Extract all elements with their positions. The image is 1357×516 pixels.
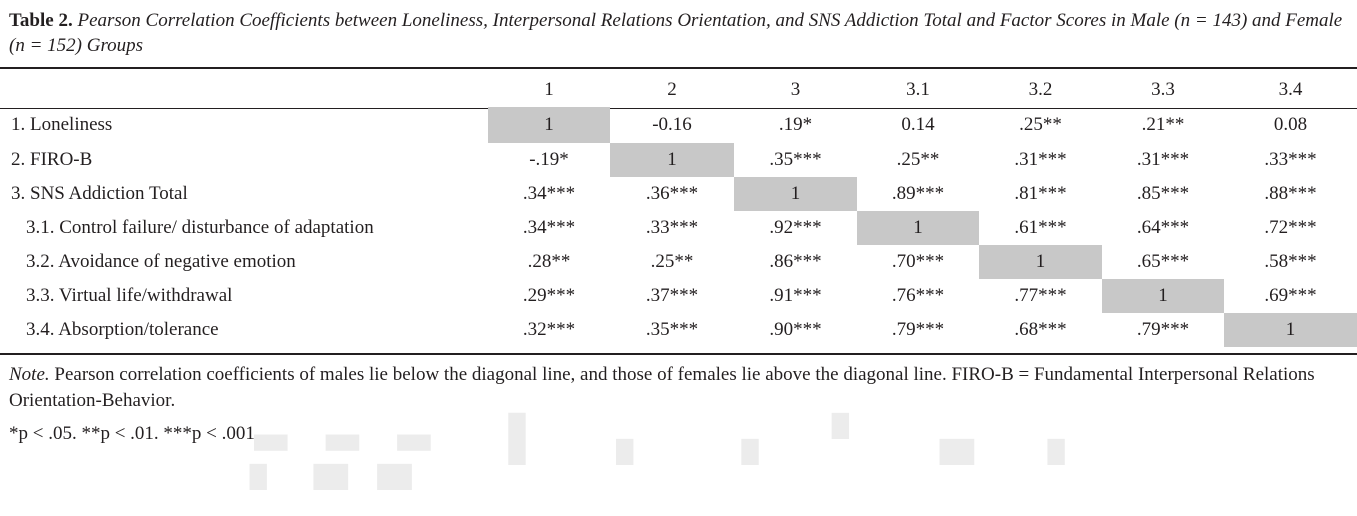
table-title: Pearson Correlation Coefficients between… — [9, 10, 1343, 56]
table-note: Note. Pearson correlation coefficients o… — [9, 362, 1349, 414]
top-rule — [0, 67, 1357, 69]
diagonal-cell: 1 — [488, 107, 610, 143]
correlation-cell: .33*** — [645, 217, 699, 238]
diagonal-cell: 1 — [1102, 279, 1224, 313]
diagonal-cell: 1 — [610, 143, 734, 177]
correlation-cell: .68*** — [1014, 319, 1067, 340]
row-label: 3.3. Virtual life/withdrawal — [26, 285, 233, 306]
correlation-cell: .88*** — [1264, 183, 1317, 204]
diagonal-cell: 1 — [857, 211, 979, 245]
correlation-cell: .31*** — [1136, 149, 1190, 170]
correlation-cell: .25** — [1019, 114, 1062, 135]
row-label: 3.4. Absorption/tolerance — [26, 319, 219, 340]
correlation-cell: 0.08 — [1273, 114, 1308, 135]
row-label: 3.1. Control failure/ disturbance of ada… — [26, 217, 374, 238]
correlation-cell: .81*** — [1014, 183, 1067, 204]
column-header: 3.2 — [1028, 78, 1053, 100]
row-label: 3.2. Avoidance of negative emotion — [26, 251, 296, 272]
correlation-cell: .33*** — [1264, 149, 1317, 170]
correlation-cell: .21** — [1141, 114, 1185, 135]
correlation-cell: .34*** — [522, 183, 576, 204]
correlation-cell: 0.14 — [901, 114, 935, 135]
correlation-cell: .92*** — [769, 217, 822, 238]
correlation-cell: .77*** — [1014, 285, 1067, 306]
column-header: 1 — [544, 78, 554, 100]
correlation-cell: -0.16 — [652, 114, 692, 135]
table-caption: Table 2. Pearson Correlation Coefficient… — [9, 8, 1349, 58]
bottom-rule — [0, 353, 1357, 355]
correlation-cell: .35*** — [645, 319, 699, 340]
correlation-cell: .70*** — [891, 251, 945, 272]
table-row: 3.4. Absorption/tolerance .32*** .35*** .90… — [0, 313, 1357, 347]
correlation-cell: .65*** — [1136, 251, 1190, 272]
diagonal-cell: 1 — [979, 245, 1102, 279]
column-header: 3.4 — [1278, 78, 1303, 100]
correlation-cell: .64*** — [1136, 217, 1190, 238]
header-rule — [0, 108, 1357, 109]
correlation-cell: .79*** — [1136, 319, 1190, 340]
table-label: Table 2. — [9, 10, 73, 31]
table-row: 3. SNS Addiction Total .34*** .36*** 1 .89**… — [0, 177, 1357, 211]
correlation-cell: .25** — [896, 149, 940, 170]
header-cell-blank — [0, 72, 488, 107]
table-row: 3.2. Avoidance of negative emotion .28**.… — [0, 245, 1357, 279]
correlation-cell: .85*** — [1136, 183, 1190, 204]
correlation-cell: .31*** — [1014, 149, 1067, 170]
column-header: 3.1 — [906, 78, 930, 100]
correlation-cell: .69*** — [1264, 285, 1317, 306]
correlation-cell: .25** — [650, 251, 694, 272]
table-row: 3.1. Control failure/ disturbance of ada… — [0, 211, 1357, 245]
correlation-cell: .86*** — [769, 251, 822, 272]
table-row: 2. FIRO-B -.19* 1 .35*** .25** .31*** .31*** .3… — [0, 143, 1357, 177]
correlation-cell: .37*** — [645, 285, 699, 306]
table-row: 1. Loneliness 1 -0.16 .19* 0.14 .25** .21** 0.0… — [0, 107, 1357, 143]
correlation-cell: .79*** — [891, 319, 945, 340]
correlation-cell: .36*** — [645, 183, 699, 204]
row-label: 1. Loneliness — [11, 114, 113, 135]
column-header: 3.3 — [1151, 78, 1175, 100]
correlation-cell: .58*** — [1264, 251, 1317, 272]
correlation-cell: -.19* — [529, 149, 569, 170]
correlation-cell: .35*** — [769, 149, 822, 170]
correlation-cell: .72*** — [1264, 217, 1317, 238]
correlation-cell: .76*** — [891, 285, 945, 306]
column-header: 2 — [667, 78, 677, 100]
correlation-cell: .34*** — [522, 217, 576, 238]
correlation-cell: .28** — [527, 251, 571, 272]
correlation-cell: .90*** — [769, 319, 822, 340]
diagonal-cell: 1 — [734, 177, 857, 211]
table-row: 3.3. Virtual life/withdrawal .29*** .37***… — [0, 279, 1357, 313]
correlation-cell: .91*** — [769, 285, 822, 306]
correlation-cell: .89*** — [891, 183, 945, 204]
table-body: 1. Loneliness 1 -0.16 .19* 0.14 .25** .21** 0.0… — [0, 107, 1357, 347]
note-label: Note. — [9, 364, 50, 385]
correlation-cell: .29*** — [522, 285, 576, 306]
correlation-table: 1 2 3 3.1 3.2 3.3 3.4 1. Loneliness 1 -0.16 .19* 0… — [0, 72, 1357, 347]
watermark-graphic: ▬▬▬ ▌ ▖ ▗ ▘ ▄ ▖ ▘▀▀ — [250, 414, 1112, 516]
note-text: Pearson correlation coefficients of male… — [9, 364, 1315, 411]
correlation-cell: .61*** — [1014, 217, 1067, 238]
correlation-cell: .19* — [778, 114, 813, 135]
column-header: 3 — [790, 78, 801, 100]
row-label: 2. FIRO-B — [11, 149, 93, 170]
header-row: 1 2 3 3.1 3.2 3.3 3.4 — [0, 72, 1357, 107]
row-label: 3. SNS Addiction Total — [11, 183, 188, 204]
significance-note: *p < .05. **p < .01. ***p < .001. — [9, 423, 260, 444]
diagonal-cell: 1 — [1224, 313, 1357, 347]
correlation-cell: .32*** — [522, 319, 576, 340]
